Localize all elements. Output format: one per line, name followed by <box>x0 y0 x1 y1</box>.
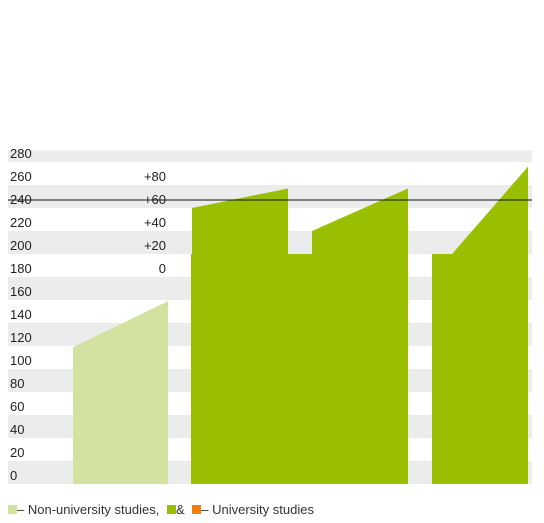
y-tick-label: 0 <box>10 468 17 483</box>
y-tick-label: 160 <box>10 284 32 299</box>
legend-label-university: – University studies <box>201 502 314 517</box>
area-3 <box>191 254 408 484</box>
secondary-tick-label: +20 <box>144 238 166 253</box>
data-areas <box>73 166 528 484</box>
y-tick-label: 280 <box>10 146 32 161</box>
grid-band <box>8 150 532 162</box>
y-tick-label: 20 <box>10 445 24 460</box>
y-tick-label: 80 <box>10 376 24 391</box>
area-5 <box>312 188 408 277</box>
y-tick-label: 40 <box>10 422 24 437</box>
y-tick-label: 180 <box>10 261 32 276</box>
y-tick-label: 120 <box>10 330 32 345</box>
secondary-tick-label: 0 <box>159 261 166 276</box>
legend-swatch-light <box>8 505 17 514</box>
secondary-tick-label: +80 <box>144 169 166 184</box>
legend-label-and: & <box>175 502 185 517</box>
y-tick-label: 60 <box>10 399 24 414</box>
legend-swatch-orange <box>192 505 202 514</box>
y-tick-label: 220 <box>10 215 32 230</box>
area-column-lower <box>432 254 528 484</box>
y-tick-label: 200 <box>10 238 32 253</box>
area-4 <box>192 188 288 277</box>
secondary-axis-ticks: +80 +60 +40 +20 0 <box>144 169 166 276</box>
legend-label-non-university: – Non-university studies, <box>17 502 160 517</box>
secondary-tick-label: +40 <box>144 215 166 230</box>
legend-swatch-dark <box>166 505 176 514</box>
secondary-tick-label: +60 <box>144 192 166 207</box>
legend: – Non-university studies, & – University… <box>8 502 314 517</box>
y-tick-label: 140 <box>10 307 32 322</box>
area-1 <box>73 301 168 484</box>
y-tick-label: 240 <box>10 192 32 207</box>
y-tick-label: 100 <box>10 353 32 368</box>
y-tick-label: 260 <box>10 169 32 184</box>
area-6 <box>432 166 528 277</box>
